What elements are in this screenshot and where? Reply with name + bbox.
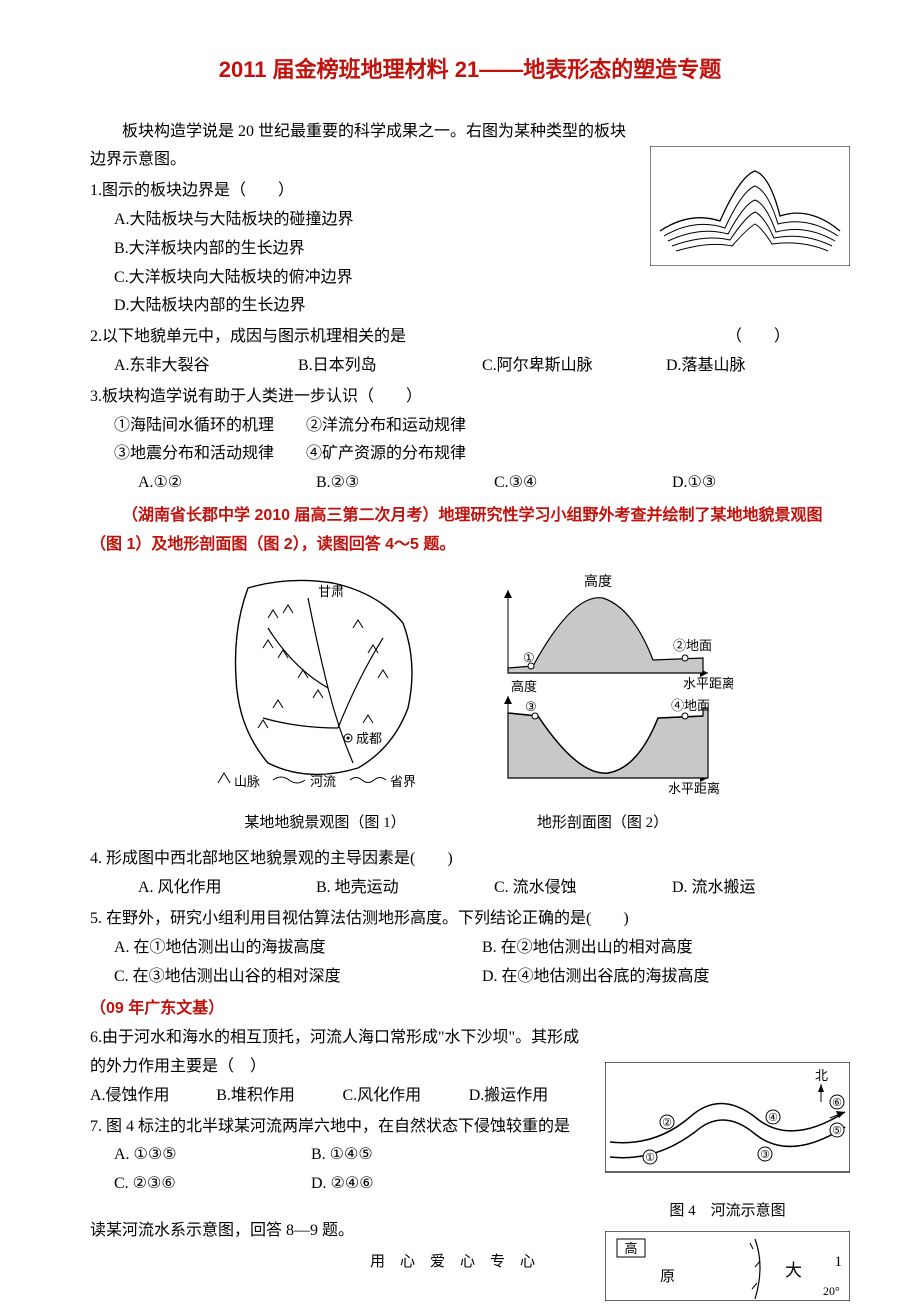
q5: 5. 在野外，研究小组利用目视估算法估测地形高度。下列结论正确的是( ) A. …: [90, 905, 850, 991]
q1-opt-d: D.大陆板块内部的生长边界: [114, 292, 850, 321]
q7-opt-a: A. ①③⑤: [114, 1141, 311, 1170]
q6-opt-d: D.搬运作用: [469, 1082, 595, 1111]
q3-stem: 3.板块构造学说有助于人类进一步认识（ ）: [90, 383, 850, 412]
svg-text:⑤: ⑤: [832, 1125, 842, 1137]
svg-text:①: ①: [645, 1152, 655, 1164]
source-hunan: （湖南省长郡中学 2010 届高三第二次月考）地理研究性学习小组野外考查并绘制了…: [90, 502, 850, 560]
q6-opt-a: A.侵蚀作用: [90, 1082, 216, 1111]
q2-opt-d: D.落基山脉: [666, 352, 850, 381]
q3-line2: ③地震分布和活动规律 ④矿产资源的分布规律: [90, 440, 850, 469]
page-number: 1: [835, 1249, 843, 1276]
svg-text:③: ③: [525, 699, 537, 714]
q4-opt-a: A. 风化作用: [114, 874, 316, 903]
svg-text:水平距离: 水平距离: [683, 676, 733, 691]
source-guangdong: （09 年广东文基）: [90, 995, 850, 1024]
fig1-caption: 某地地貌景观图（图 1）: [208, 810, 443, 837]
svg-text:20°: 20°: [823, 1284, 840, 1298]
plate-figure: [650, 146, 850, 277]
q2-paren: （ ）: [726, 323, 790, 352]
q5-opt-c: C. 在③地估测出山谷的相对深度: [90, 963, 482, 992]
q5-opt-a: A. 在①地估测出山的海拔高度: [90, 934, 482, 963]
q7-opt-c: C. ②③⑥: [114, 1170, 311, 1199]
q6-opt-b: B.堆积作用: [216, 1082, 342, 1111]
q2-opt-a: A.东非大裂谷: [114, 352, 298, 381]
q3-opt-b: B.②③: [316, 469, 494, 498]
svg-text:①: ①: [523, 650, 535, 665]
footer-text: 用心爱心专心: [0, 1249, 920, 1276]
q4: 4. 形成图中西北部地区地貌景观的主导因素是( ) A. 风化作用 B. 地壳运…: [90, 845, 850, 903]
label-chengdu: 成都: [356, 731, 382, 746]
svg-text:水平距离: 水平距离: [668, 781, 720, 796]
fig1-block: 甘肃 成都 山脉 河流 省界 某地地貌景观图（图 1）: [208, 568, 443, 838]
fig4-caption: 图 4 河流示意图: [605, 1198, 850, 1225]
svg-text:河流: 河流: [310, 774, 336, 789]
fig2-caption: 地形剖面图（图 2）: [473, 810, 733, 837]
svg-text:④地面: ④地面: [671, 698, 710, 713]
q4-stem: 4. 形成图中西北部地区地貌景观的主导因素是( ): [90, 845, 850, 874]
fig2-block: 高度 ① ②地面 水平距离 高度 ③ ④地面 水平距离 地形剖面图（图 2: [473, 568, 733, 838]
q6-opt-c: C.风化作用: [343, 1082, 469, 1111]
q3-opt-a: A.①②: [114, 469, 316, 498]
q7-opt-d: D. ②④⑥: [311, 1170, 508, 1199]
figure-row: 甘肃 成都 山脉 河流 省界 某地地貌景观图（图 1） 高度 ①: [90, 568, 850, 838]
label-gansu: 甘肃: [318, 584, 344, 599]
page-title: 2011 届金榜班地理材料 21——地表形态的塑造专题: [90, 50, 850, 90]
q4-opt-c: C. 流水侵蚀: [494, 874, 672, 903]
q4-opt-b: B. 地壳运动: [316, 874, 494, 903]
q4-opt-d: D. 流水搬运: [672, 874, 850, 903]
svg-text:省界: 省界: [390, 774, 416, 789]
svg-text:⑥: ⑥: [832, 1097, 842, 1109]
svg-text:②: ②: [662, 1117, 672, 1129]
svg-text:高度: 高度: [584, 573, 612, 590]
svg-text:②地面: ②地面: [673, 638, 712, 653]
q3-line1: ①海陆间水循环的机理 ②洋流分布和运动规律: [90, 412, 850, 441]
q2-opt-c: C.阿尔卑斯山脉: [482, 352, 666, 381]
q5-opt-b: B. 在②地估测出山的相对高度: [482, 934, 850, 963]
fig4: 北 ① ② ③ ④ ⑤ ⑥ 图 4 河流示意图: [605, 1062, 850, 1225]
svg-text:山脉: 山脉: [234, 774, 260, 789]
q5-stem: 5. 在野外，研究小组利用目视估算法估测地形高度。下列结论正确的是( ): [90, 905, 850, 934]
svg-text:高度: 高度: [511, 679, 537, 694]
q3-opt-d: D.①③: [672, 469, 850, 498]
q3: 3.板块构造学说有助于人类进一步认识（ ） ①海陆间水循环的机理 ②洋流分布和运…: [90, 383, 850, 498]
svg-text:③: ③: [760, 1149, 770, 1161]
q2-stem: 2.以下地貌单元中，成因与图示机理相关的是: [90, 328, 406, 345]
q5-opt-d: D. 在④地估测出谷底的海拔高度: [482, 963, 850, 992]
svg-text:北: 北: [815, 1068, 828, 1083]
q2: 2.以下地貌单元中，成因与图示机理相关的是 （ ） A.东非大裂谷 B.日本列岛…: [90, 323, 850, 381]
svg-text:④: ④: [768, 1112, 778, 1124]
q2-opt-b: B.日本列岛: [298, 352, 482, 381]
q3-opt-c: C.③④: [494, 469, 672, 498]
q7-opt-b: B. ①④⑤: [311, 1141, 508, 1170]
